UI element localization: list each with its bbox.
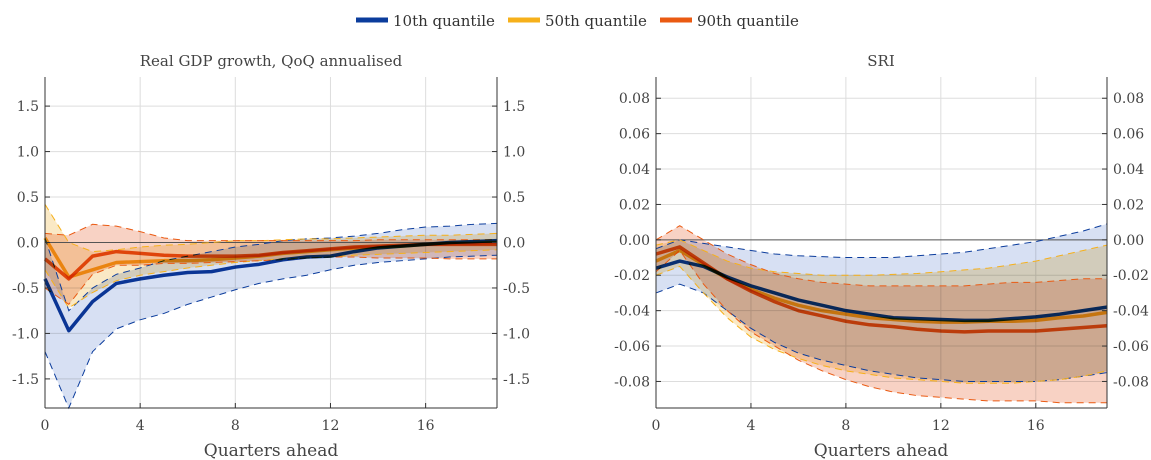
x-tick-label: 8 (841, 418, 850, 434)
x-tick-label: 8 (231, 418, 240, 434)
y-tick-label-left: -0.02 (614, 268, 650, 284)
x-tick-label: 12 (322, 418, 340, 434)
x-tick-label: 4 (746, 418, 755, 434)
panel-gdp: Real GDP growth, QoQ annualised 1.5 1.51.… (12, 52, 530, 460)
y-tick-label-left: 0.02 (619, 197, 650, 213)
y-tick-label-right: 0.02 (1113, 197, 1144, 213)
x-tick-label: 12 (932, 418, 950, 434)
legend-label-90th: 90th quantile (697, 12, 799, 30)
y-tick-label-left: 1.0 (17, 145, 39, 161)
band-edge-lower-gdp-q50 (44, 249, 498, 309)
y-tick-label-right: 0.04 (1113, 162, 1144, 178)
y-tick-label-left: 0.0 (17, 236, 39, 252)
y-tick-label-left: -0.06 (614, 339, 650, 355)
y-tick-label-left: 0.08 (619, 91, 650, 107)
y-tick-label-left: 0.04 (619, 162, 650, 178)
band-edge-upper-sri-q90 (655, 225, 1107, 287)
y-tick-label-left: -0.5 (12, 281, 39, 297)
band-edge-lower-sri-q90 (655, 249, 1107, 404)
x-tick-label: 16 (1027, 418, 1045, 434)
x-axis-title-gdp: Quarters ahead (204, 441, 339, 460)
y-tick-label-left: 0.06 (619, 127, 650, 143)
plot-area-sri: 0.08 0.08 0.06 0.06 0.04 0.04 0.02 0.02 0.00 0.00… (614, 77, 1149, 434)
panel-title-gdp: Real GDP growth, QoQ annualised (140, 52, 403, 70)
y-tick-label-right: 0.06 (1113, 127, 1144, 143)
y-tick-label-right: -1.5 (503, 372, 530, 388)
y-tick-label-right: -0.06 (1113, 339, 1149, 355)
y-tick-label-right: 0.5 (503, 190, 525, 206)
band-edge-lower-sri-q50 (655, 265, 1108, 384)
band-edge-upper-sri-q50 (655, 239, 1108, 276)
y-tick-label-left: 0.00 (619, 233, 650, 249)
y-tick-label-right: 0.08 (1113, 91, 1144, 107)
y-tick-label-right: 0.00 (1113, 233, 1144, 249)
x-axis-title-sri: Quarters ahead (814, 441, 949, 460)
series-line-sri-q10 (655, 259, 1108, 323)
x-tick-label: 0 (652, 418, 661, 434)
band-edge-upper-gdp-q90 (44, 223, 497, 242)
y-tick-label-left: -1.0 (12, 326, 39, 342)
band-edge-lower-gdp-q90 (44, 256, 497, 306)
x-tick-label: 0 (41, 418, 50, 434)
y-tick-label-right: -0.02 (1113, 268, 1149, 284)
plot-area-gdp: 1.5 1.5 1.0 1.0 0.5 0.5 0.0 0.0 -0.5 -0.5 -1.0 -1.0… (12, 77, 530, 434)
y-tick-label-left: 0.5 (17, 190, 39, 206)
legend: 10th quantile 50th quantile 90th quantil… (356, 12, 799, 30)
y-tick-label-right: -1.0 (503, 326, 530, 342)
band-edge-upper-sri-q10 (655, 223, 1108, 259)
legend-label-10th: 10th quantile (393, 12, 495, 30)
y-tick-label-right: 0.0 (503, 236, 525, 252)
panel-title-sri: SRI (867, 52, 895, 70)
series-line-sri-q90 (655, 245, 1108, 334)
y-tick-label-left: -1.5 (12, 372, 39, 388)
band-sri-q90 (656, 225, 1107, 403)
x-tick-label: 4 (136, 418, 145, 434)
y-tick-label-right: -0.08 (1113, 374, 1149, 390)
y-tick-label-left: -0.04 (614, 304, 650, 320)
band-edge-upper-gdp-q50 (44, 204, 498, 253)
y-tick-label-right: 1.0 (503, 145, 525, 161)
y-tick-label-right: -0.5 (503, 281, 530, 297)
y-tick-label-right: -0.04 (1113, 304, 1149, 320)
x-tick-label: 16 (417, 418, 435, 434)
series-line-gdp-q90 (43, 242, 497, 281)
band-edge-upper-gdp-q10 (44, 222, 498, 312)
panel-sri: SRI 0.08 0.08 0.06 0.06 0.04 0.04 0.02 0.02 0.00… (614, 52, 1149, 460)
band-edge-lower-gdp-q10 (44, 254, 498, 410)
legend-label-50th: 50th quantile (545, 12, 647, 30)
y-tick-label-right: 1.5 (503, 99, 525, 115)
y-tick-label-left: -0.08 (614, 374, 650, 390)
y-tick-label-left: 1.5 (17, 99, 39, 115)
